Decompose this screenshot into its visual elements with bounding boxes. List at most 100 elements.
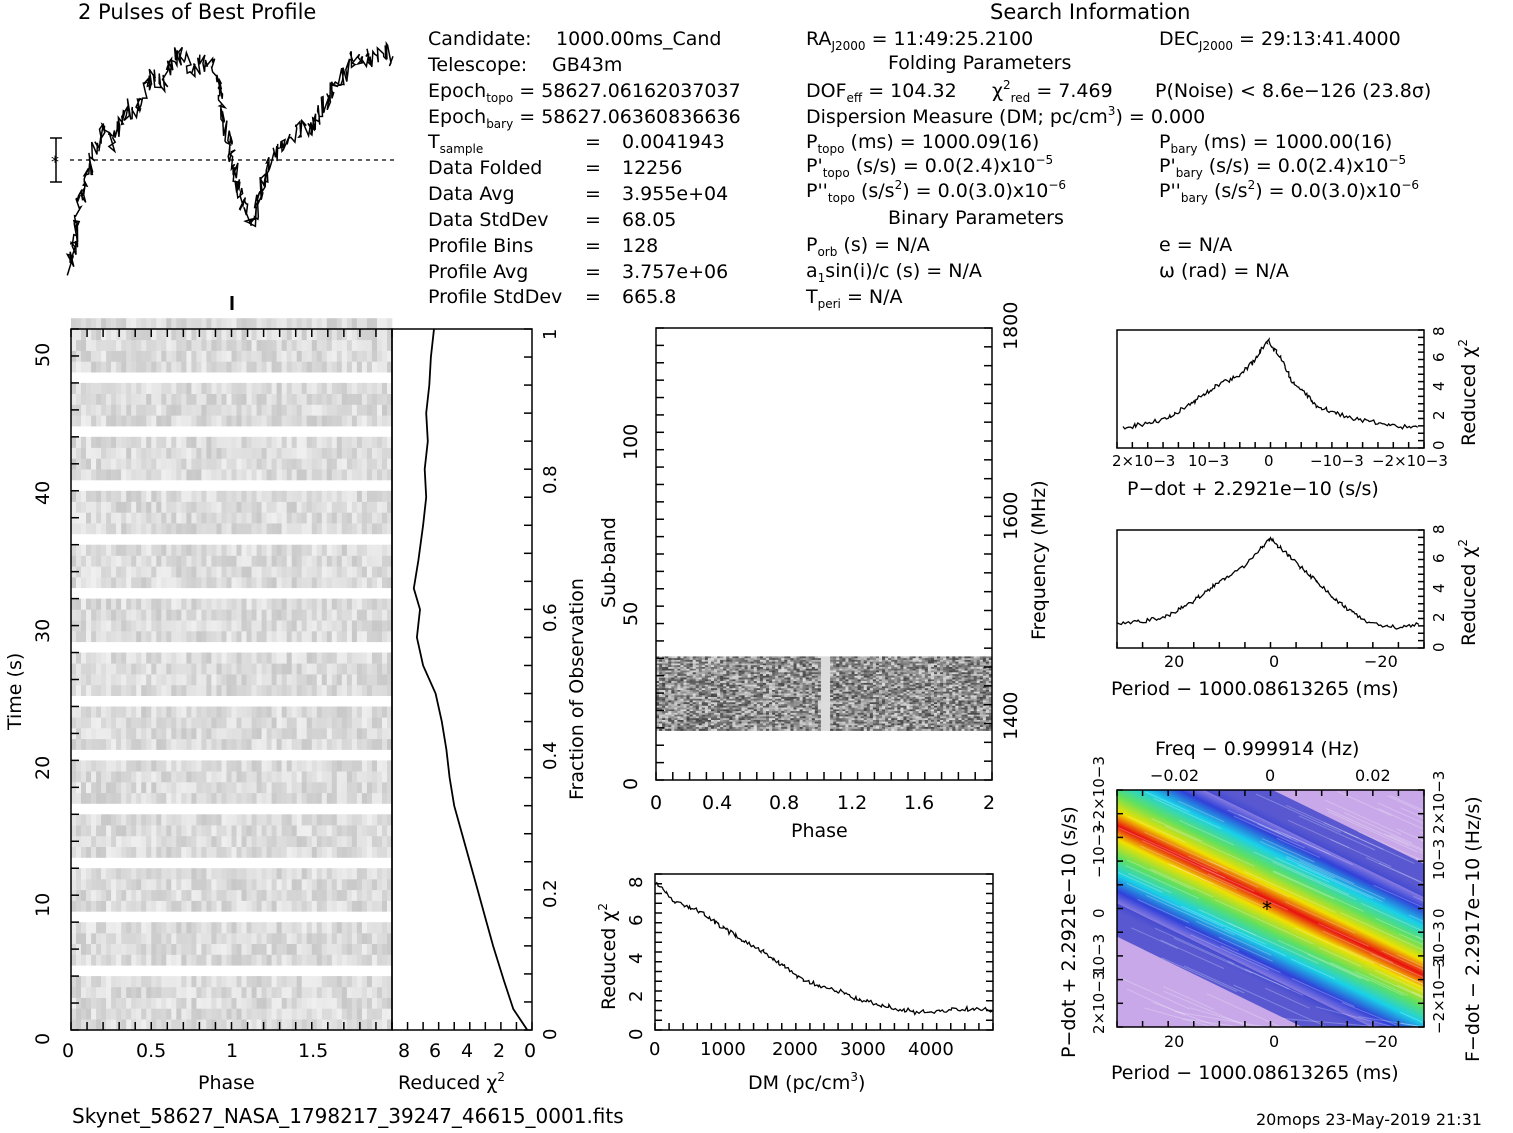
heatmap-cell — [211, 825, 217, 837]
heatmap-cell — [326, 523, 333, 535]
subband-cell — [726, 665, 730, 668]
heatmap-cell — [361, 555, 368, 567]
heatmap-cell — [206, 771, 212, 783]
subband-cell — [805, 665, 810, 668]
subband-cell — [955, 663, 959, 666]
subband-cell — [766, 658, 770, 661]
heatmap-cell — [166, 976, 172, 988]
heatmap-cell — [151, 760, 157, 772]
subband-cell — [824, 661, 828, 664]
heatmap-cell — [261, 566, 267, 578]
heatmap-cell — [231, 382, 237, 394]
subband-cell — [836, 672, 840, 675]
subband-cell — [808, 667, 813, 670]
subband-cell — [732, 677, 736, 680]
subband-cell — [943, 670, 947, 673]
subband-cell — [894, 668, 898, 671]
heatmap-cell — [271, 868, 277, 880]
heatmap-cell — [111, 361, 117, 373]
heatmap-cell — [271, 512, 277, 524]
heatmap-cell — [306, 943, 312, 955]
heatmap-cell — [96, 329, 102, 341]
heatmap-cell — [191, 555, 197, 567]
heatmap-cell — [101, 1008, 107, 1020]
subband-cell — [802, 656, 806, 659]
subband-cell — [857, 659, 861, 662]
subband-cell — [668, 658, 672, 661]
heatmap-cell — [111, 792, 117, 804]
subband-cell — [845, 667, 849, 670]
heatmap-cell — [86, 771, 92, 783]
heatmap-cell — [141, 544, 147, 556]
heatmap-cell — [221, 555, 227, 567]
heatmap-cell — [226, 382, 232, 394]
heatmap-cell — [81, 868, 87, 880]
heatmap-cell — [136, 782, 142, 794]
heatmap-cell — [371, 943, 378, 955]
heatmap-cell — [91, 997, 97, 1009]
heatmap-cell — [101, 393, 107, 405]
heatmap-cell — [216, 663, 222, 675]
subband-cell — [704, 670, 709, 673]
heatmap-cell — [206, 447, 212, 459]
subband-cell — [750, 674, 755, 677]
heatmap-cell — [351, 329, 358, 341]
heatmap-cell — [341, 943, 348, 955]
subband-cell — [857, 663, 861, 666]
subband-cell — [824, 674, 828, 677]
subband-cell — [982, 658, 987, 661]
heatmap-cell — [326, 512, 333, 524]
heatmap-cell — [81, 318, 87, 330]
subband-cell — [946, 661, 950, 664]
subband-cell — [848, 665, 852, 668]
heatmap-cell — [306, 436, 312, 448]
subband-cell — [934, 670, 938, 673]
heatmap-cell — [96, 879, 102, 891]
heatmap-cell — [377, 393, 383, 405]
heatmap-cell — [261, 814, 267, 826]
subband-cell — [937, 659, 941, 662]
subband-cell — [674, 677, 678, 680]
subband-cell — [732, 670, 736, 673]
heatmap-cell — [161, 889, 167, 901]
heatmap-cell — [156, 771, 162, 783]
heatmap-cell — [346, 382, 353, 394]
heatmap-cell — [326, 598, 333, 610]
heatmap-cell — [126, 609, 132, 621]
heatmap-cell — [146, 393, 152, 405]
heatmap-cell — [121, 943, 127, 955]
heatmap-cell — [387, 717, 393, 729]
heatmap-cell — [377, 976, 383, 988]
subband-cell — [885, 665, 889, 668]
heatmap-cell — [101, 900, 107, 912]
subband-cell — [729, 670, 733, 673]
subband-cell — [882, 659, 886, 662]
subband-cell — [863, 667, 868, 670]
subband-cell — [662, 667, 666, 670]
heatmap-cell — [236, 943, 242, 955]
heatmap-cell — [387, 663, 393, 675]
subband-cell — [674, 659, 678, 662]
heatmap-cell — [251, 846, 257, 858]
heatmap-cell — [171, 555, 177, 567]
heatmap-cell — [266, 415, 272, 427]
heatmap-cell — [116, 728, 122, 740]
heatmap-cell — [206, 555, 212, 567]
heatmap-cell — [356, 846, 363, 858]
subband-cell — [921, 659, 926, 662]
heatmap-cell — [356, 932, 363, 944]
heatmap-cell — [191, 835, 197, 847]
heatmap-cell — [346, 1008, 353, 1020]
subband-cell — [943, 656, 947, 659]
heatmap-cell — [86, 490, 92, 502]
heatmap-cell — [261, 436, 267, 448]
heatmap-cell — [377, 555, 383, 567]
subband-cell — [927, 663, 932, 666]
heatmap-cell — [241, 717, 247, 729]
heatmap-cell — [336, 760, 343, 772]
heatmap-cell — [206, 889, 212, 901]
heatmap-cell — [211, 631, 217, 643]
heatmap-cell — [311, 706, 318, 718]
heatmap-cell — [181, 490, 187, 502]
subband-cell — [756, 665, 761, 668]
